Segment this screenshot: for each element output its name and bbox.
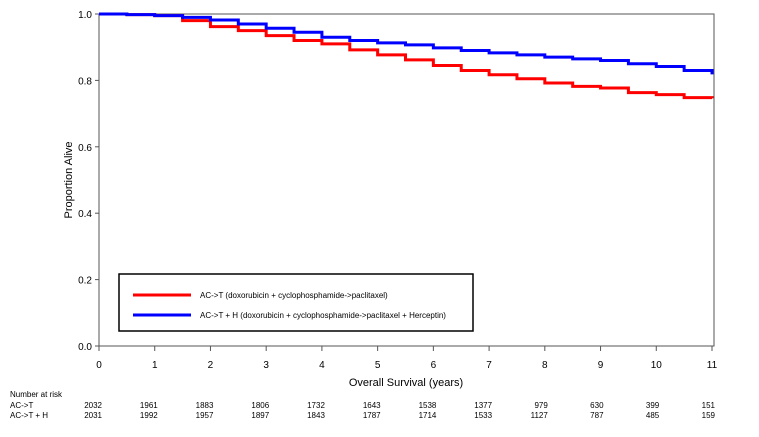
survival-curve-ac-t-h [99, 12, 714, 75]
plot-frame [98, 13, 715, 347]
risk-value: 151 [702, 401, 716, 410]
risk-value: 1897 [251, 411, 269, 420]
legend-box [118, 273, 474, 332]
risk-value: 979 [534, 401, 548, 410]
x-tick-label: 4 [319, 360, 325, 371]
risk-value: 2031 [84, 411, 102, 420]
risk-value: 485 [646, 411, 660, 420]
y-axis-label: Proportion Alive [63, 141, 75, 218]
risk-value: 630 [590, 401, 604, 410]
risk-value: 159 [702, 411, 716, 420]
risk-value: 1787 [363, 411, 381, 420]
y-tick-label: 1.0 [78, 10, 92, 21]
risk-table-title: Number at risk [10, 390, 63, 399]
risk-value: 1643 [363, 401, 381, 410]
y-tick-label: 0.8 [78, 76, 92, 87]
risk-value: 2032 [84, 401, 102, 410]
risk-value: 1377 [474, 401, 492, 410]
x-tick-label: 3 [263, 360, 269, 371]
risk-value: 399 [646, 401, 660, 410]
risk-value: 1714 [419, 411, 437, 420]
risk-value: 1957 [196, 411, 214, 420]
x-tick-label: 11 [707, 360, 718, 371]
risk-value: 787 [590, 411, 604, 420]
survival-curve-ac-t [99, 12, 714, 100]
risk-value: 1883 [196, 401, 214, 410]
risk-value: 1533 [474, 411, 492, 420]
legend: AC->T (doxorubicin + cyclophosphamide->p… [118, 273, 474, 332]
legend-label-ac-t: AC->T (doxorubicin + cyclophosphamide->p… [200, 291, 388, 300]
x-tick-label: 6 [431, 360, 437, 371]
x-tick-label: 10 [651, 360, 663, 371]
risk-row-label: AC->T + H [10, 411, 48, 420]
x-tick-label: 5 [375, 360, 381, 371]
x-axis-label: Overall Survival (years) [349, 377, 463, 389]
y-tick-label: 0.4 [78, 209, 92, 220]
risk-value: 1992 [140, 411, 158, 420]
x-tick-label: 9 [598, 360, 604, 371]
risk-value: 1806 [251, 401, 269, 410]
risk-table: Number at risk AC->T AC->T + H 2032 1961 1… [10, 390, 716, 420]
x-tick-label: 2 [208, 360, 214, 371]
risk-value: 1538 [419, 401, 437, 410]
x-tick-label: 7 [486, 360, 492, 371]
risk-row-label: AC->T [10, 401, 33, 410]
x-tick-label: 0 [96, 360, 102, 371]
risk-value: 1961 [140, 401, 158, 410]
x-tick-label: 1 [152, 360, 158, 371]
risk-value: 1843 [307, 411, 325, 420]
risk-value: 1127 [531, 411, 549, 420]
y-tick-label: 0.0 [78, 342, 92, 353]
y-tick-label: 0.2 [78, 276, 92, 287]
legend-label-ac-t-h: AC->T + H (doxorubicin + cyclophosphamid… [200, 311, 446, 320]
risk-value: 1732 [307, 401, 325, 410]
y-tick-label: 0.6 [78, 143, 92, 154]
x-tick-label: 8 [542, 360, 548, 371]
